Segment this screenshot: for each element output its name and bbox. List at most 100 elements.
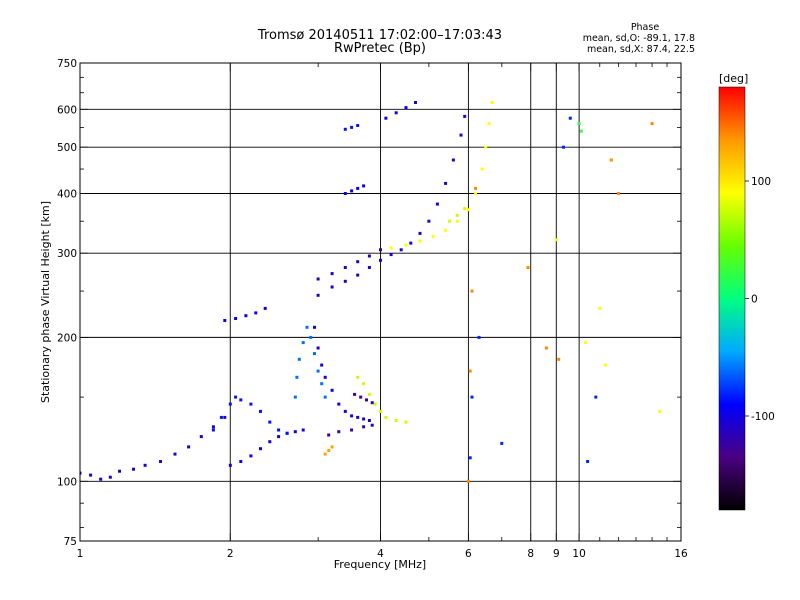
echo-point [295,375,299,379]
echo-point [356,124,360,127]
echo-point [305,325,309,329]
echo-point [350,189,354,193]
echo-point [320,382,324,386]
echo-point [356,273,360,277]
echo-point [379,409,382,413]
echo-point [285,431,289,435]
echo-point [394,111,398,115]
echo-point [350,414,354,418]
colorbar-tick-label: 0 [751,294,758,306]
x-axis-label: Frequency [MHz] [334,558,426,571]
x-tick-label: 8 [527,548,534,560]
echo-point [108,475,112,479]
echo-point [399,248,403,252]
x-tick-label: 2 [227,548,234,560]
echo-point [362,417,366,421]
echo-point [118,469,121,473]
echo-point [370,423,374,427]
colorbar-ticks: 100 0 -100 [745,176,775,423]
phase-stats-x-mode: mean, sd,X: 87.4, 22.5 [587,44,695,55]
echo-point [337,430,341,434]
echo-point [474,186,477,190]
echo-point [455,213,459,217]
echo-point [362,184,366,188]
echo-point [367,419,371,422]
echo-point [490,101,494,104]
echo-point [259,409,262,413]
echo-point [474,192,477,195]
echo-point [604,363,608,367]
echo-point [444,181,448,185]
echo-point [370,401,374,405]
echo-point [99,477,103,481]
echo-point [384,116,388,120]
echo-point [356,186,360,190]
echo-point [470,395,474,399]
echo-point [187,445,191,449]
axis-ticks: 1 2 4 6 8 9 10 16 75 100 200 300 400 500 600 750 [57,58,688,560]
echo-point [463,114,467,118]
echo-point [343,279,347,283]
echo-point [356,375,360,379]
y-tick-label: 600 [57,104,77,116]
echo-point [327,433,331,437]
phase-stats-o-mode: mean, sd,O: -89.1, 17.8 [583,33,695,44]
echo-point [379,248,382,252]
echo-point [459,133,463,137]
echo-point [466,208,470,212]
echo-point [343,409,347,413]
echo-point [293,430,297,434]
echo-point [594,395,598,399]
echo-point [244,314,248,318]
echo-point [263,306,267,310]
echo-point [466,479,470,483]
x-tick-label: 10 [572,548,585,560]
echo-point [316,346,320,350]
echo-point [577,122,581,126]
echo-point [350,125,354,129]
echo-point [223,319,227,322]
echo-point [234,395,238,399]
echo-point [249,402,253,406]
echo-point [557,357,561,361]
echo-point [435,202,439,206]
echo-point [609,158,613,162]
echo-point [584,341,587,345]
echo-point [367,392,371,396]
echo-point [451,158,455,162]
echo-point [362,382,366,386]
echo-point [337,402,341,406]
echo-point [211,428,215,432]
echo-point [277,435,281,439]
chart-subtitle: RwPretec (Bp) [334,41,426,56]
echo-point [389,246,393,250]
data-points [80,101,662,483]
colorbar-tick-label: 100 [751,176,771,188]
echo-point [223,415,227,419]
echo-point [343,192,347,195]
echo-point [268,440,272,444]
phase-stats-heading: Phase [631,22,660,33]
chart-title: Tromsø 20140511 17:02:00–17:03:43 [257,28,502,43]
echo-point [316,369,320,373]
echo-point [409,241,413,245]
y-axis-label: Stationary phase Virtual Height [km] [39,201,52,403]
echo-point [353,392,357,396]
echo-point [211,425,215,429]
echo-point [259,447,262,451]
echo-point [301,428,305,432]
echo-point [470,289,474,293]
echo-point [301,341,305,345]
echo-point [159,460,162,463]
echo-point [379,258,382,262]
echo-point [367,254,371,258]
echo-point [617,192,621,195]
echo-point [316,277,320,281]
echo-point [544,346,548,350]
y-tick-label: 750 [57,58,77,70]
echo-point [373,402,377,406]
echo-point [359,395,363,399]
echo-point [362,425,366,429]
echo-point [384,415,388,419]
echo-point [228,463,232,467]
